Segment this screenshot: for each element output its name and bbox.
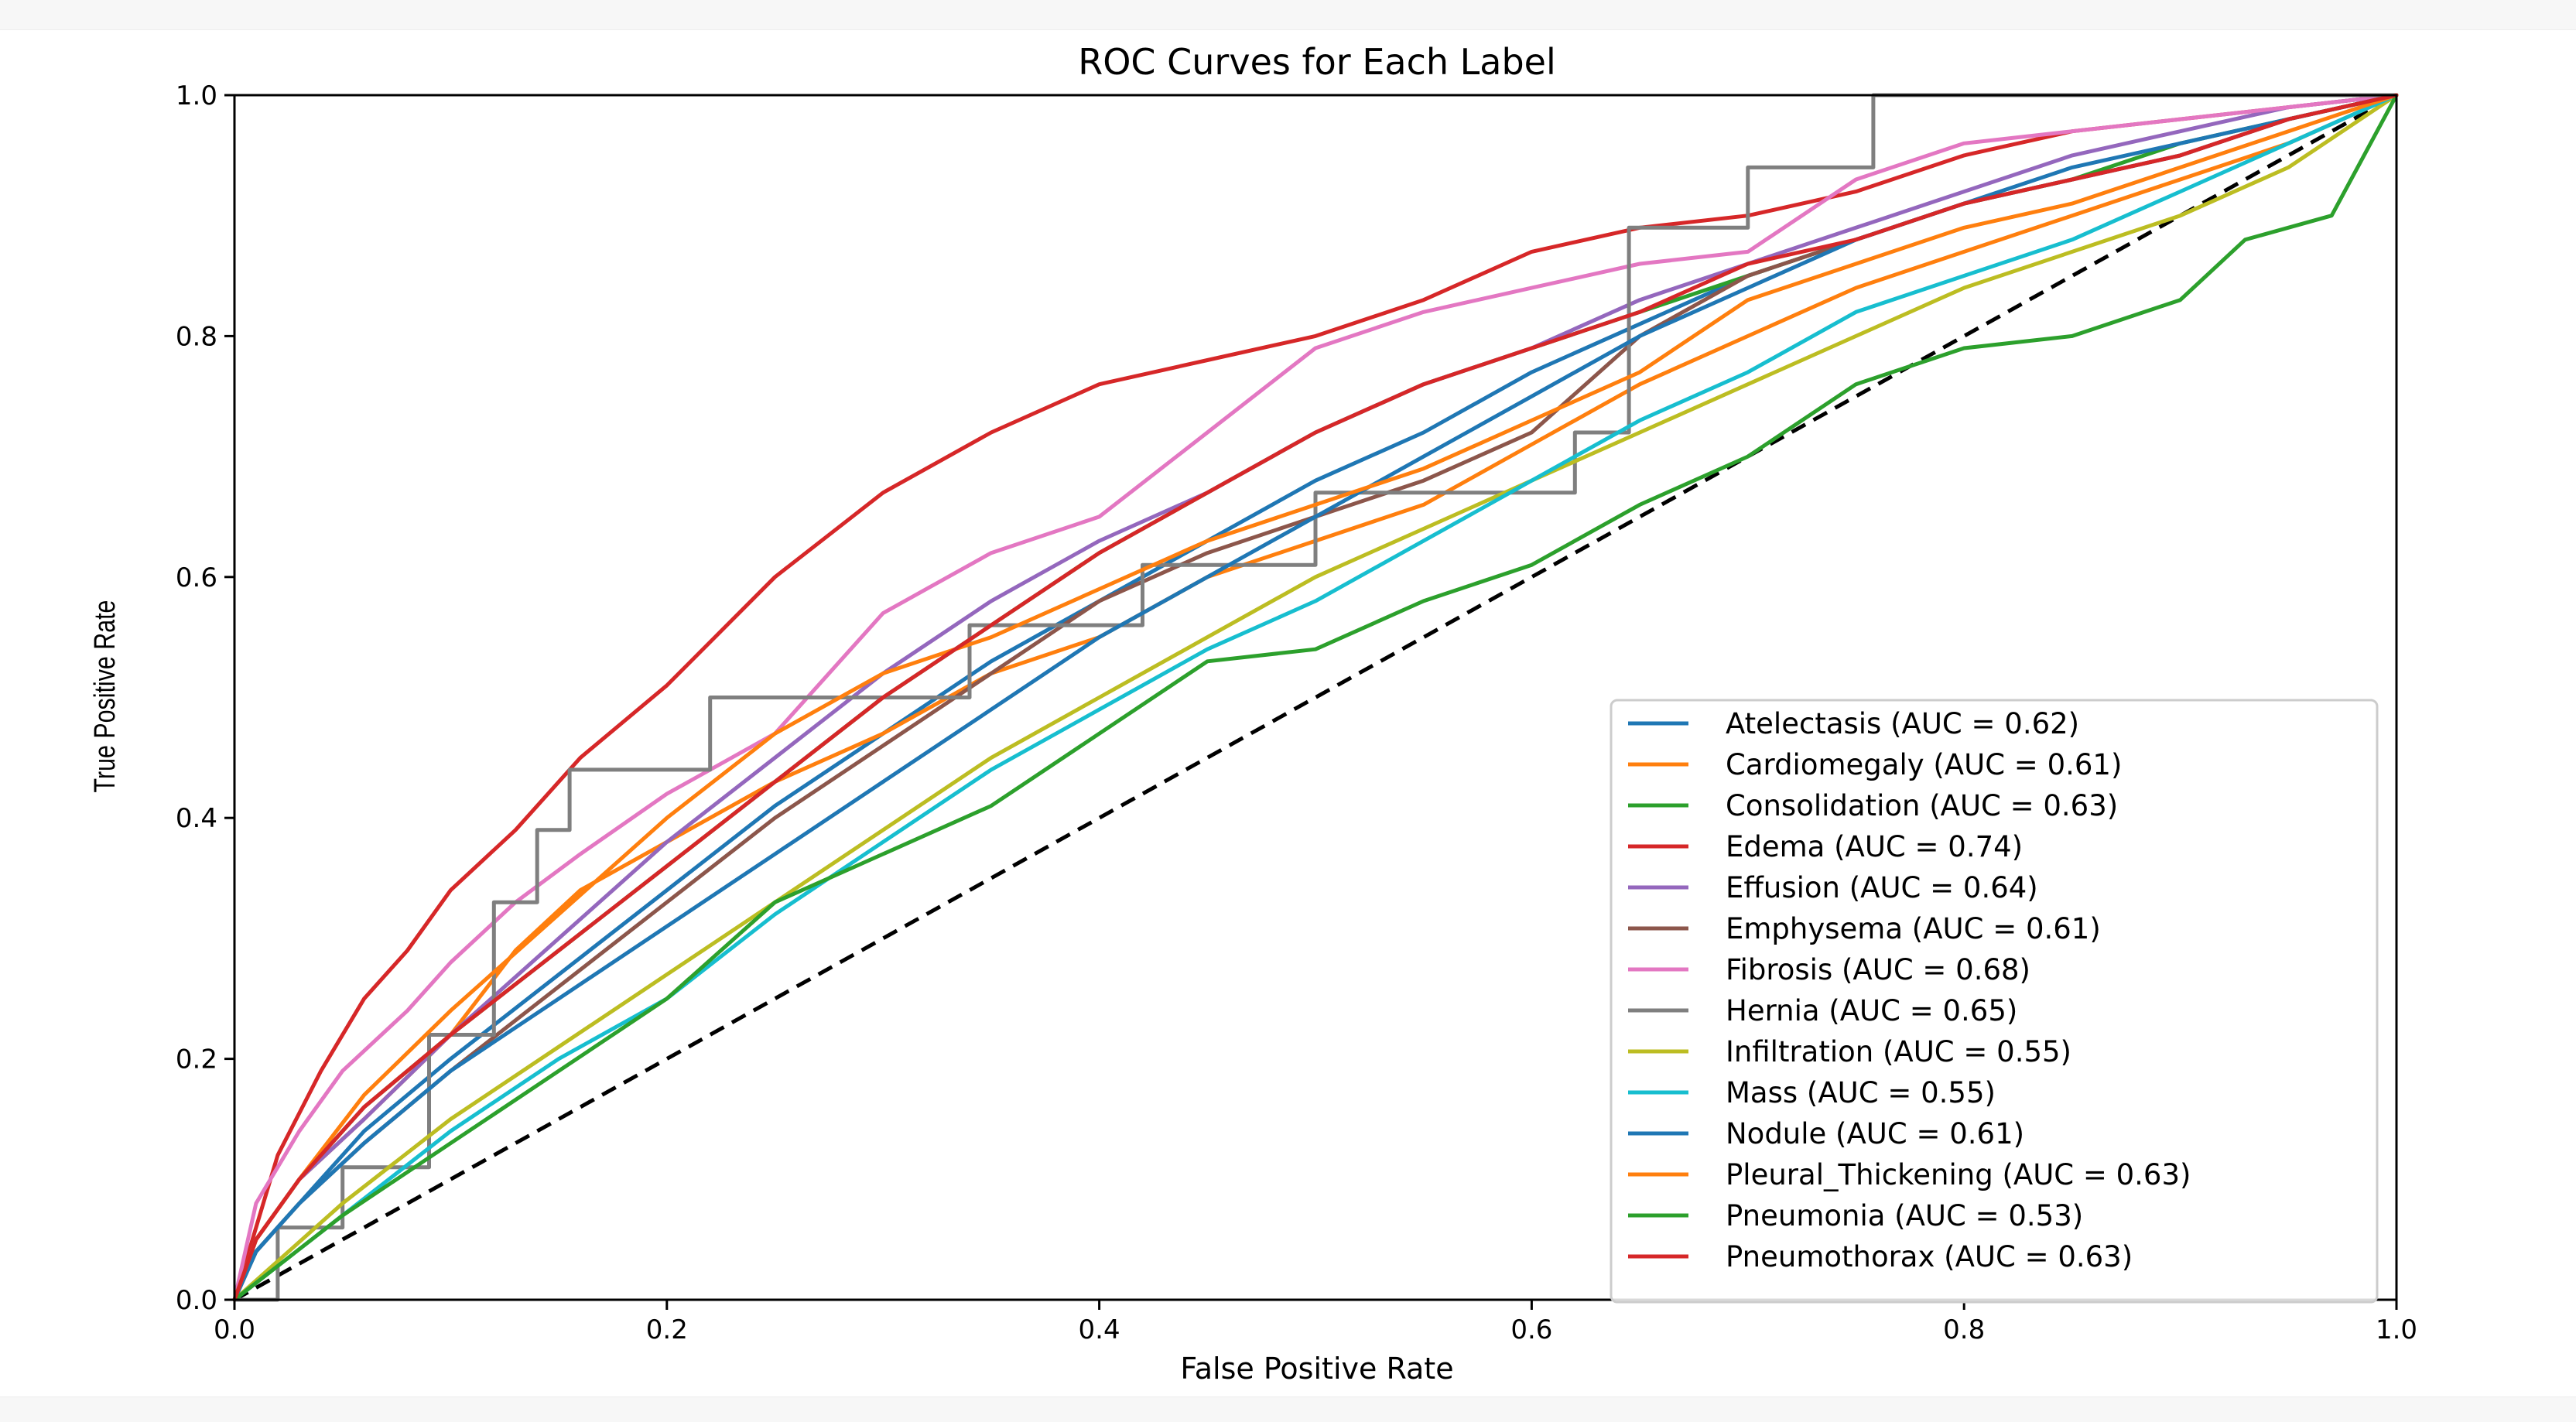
x-tick-label: 0.4 bbox=[1079, 1314, 1120, 1345]
roc-curve-nodule bbox=[232, 93, 2399, 1302]
chart-title: ROC Curves for Each Label bbox=[1078, 41, 1556, 83]
x-tick-label: 0.2 bbox=[646, 1314, 688, 1345]
roc-curve-mass bbox=[232, 93, 2399, 1302]
y-tick-label: 1.0 bbox=[176, 80, 217, 111]
legend-label-atelectasis: Atelectasis (AUC = 0.62) bbox=[1726, 707, 2079, 740]
legend-label-mass: Mass (AUC = 0.55) bbox=[1726, 1076, 1996, 1109]
roc-curve-pneumothorax bbox=[232, 93, 2399, 1302]
roc-curve-pneumonia bbox=[232, 93, 2399, 1302]
y-tick-label: 0.0 bbox=[176, 1285, 217, 1316]
legend-label-edema: Edema (AUC = 0.74) bbox=[1726, 830, 2023, 863]
legend-label-pleural-thickening: Pleural_Thickening (AUC = 0.63) bbox=[1726, 1158, 2191, 1191]
top-margin-band bbox=[0, 0, 2576, 30]
legend-label-infiltration: Infiltration (AUC = 0.55) bbox=[1726, 1035, 2071, 1068]
plot-area: 0.0 0.2 0.4 0.6 0.8 1.0 0.0 0.2 0.4 0.6 0.8 1.0 Atel… bbox=[176, 80, 2417, 1345]
roc-curve-infiltration bbox=[232, 93, 2399, 1302]
roc-curve-pleural-thickening bbox=[232, 93, 2399, 1302]
y-axis-label: True Positive Rate bbox=[89, 600, 121, 793]
bottom-margin-band bbox=[0, 1396, 2576, 1422]
legend-label-emphysema: Emphysema (AUC = 0.61) bbox=[1726, 912, 2101, 945]
y-tick-label: 0.2 bbox=[176, 1044, 217, 1075]
legend-label-cardiomegaly: Cardiomegaly (AUC = 0.61) bbox=[1726, 748, 2122, 781]
x-tick-label: 0.6 bbox=[1510, 1314, 1552, 1345]
x-axis-label: False Positive Rate bbox=[1180, 1352, 1453, 1386]
legend-label-nodule: Nodule (AUC = 0.61) bbox=[1726, 1117, 2024, 1150]
x-tick-label: 1.0 bbox=[2376, 1314, 2417, 1345]
diagonal-chance-line bbox=[233, 93, 2398, 1302]
roc-curve-edema bbox=[232, 93, 2399, 1302]
plot-frame bbox=[233, 94, 2398, 1301]
legend-label-effusion: Effusion (AUC = 0.64) bbox=[1726, 871, 2038, 904]
legend: Atelectasis (AUC = 0.62) Cardiomegaly (AU… bbox=[1610, 699, 2379, 1304]
x-tick-label: 0.0 bbox=[214, 1314, 255, 1345]
roc-curve-fibrosis bbox=[232, 93, 2399, 1302]
x-tick-label: 0.8 bbox=[1943, 1314, 1985, 1345]
legend-label-fibrosis: Fibrosis (AUC = 0.68) bbox=[1726, 953, 2030, 986]
legend-box bbox=[1610, 699, 2379, 1304]
y-tick-label: 0.4 bbox=[176, 803, 217, 834]
y-tick-label: 0.6 bbox=[176, 562, 217, 593]
y-tick-label: 0.8 bbox=[176, 321, 217, 352]
legend-label-hernia: Hernia (AUC = 0.65) bbox=[1726, 994, 2017, 1027]
legend-label-pneumonia: Pneumonia (AUC = 0.53) bbox=[1726, 1199, 2083, 1232]
legend-label-consolidation: Consolidation (AUC = 0.63) bbox=[1726, 789, 2118, 822]
legend-label-pneumothorax: Pneumothorax (AUC = 0.63) bbox=[1726, 1240, 2133, 1273]
